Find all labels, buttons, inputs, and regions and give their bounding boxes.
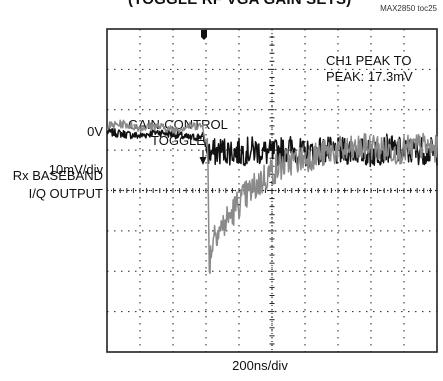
peak-label-line2: PEAK: 17.3mV xyxy=(326,69,413,84)
trace-label-line2: I/Q OUTPUT xyxy=(28,186,103,201)
figure-tag: MAX2850 toc25 xyxy=(380,4,437,13)
peak-label-line1: CH1 PEAK TO xyxy=(326,53,412,68)
time-scale-label: 200ns/div xyxy=(232,358,288,373)
trace-gray xyxy=(106,119,438,275)
trace-black xyxy=(106,127,438,168)
markers xyxy=(199,30,207,165)
traces xyxy=(106,119,438,275)
zero-volt-label: 0V xyxy=(87,124,103,139)
chart-title-fragment: (TOGGLE RF VGA GAIN SETS) xyxy=(128,0,351,8)
grid xyxy=(106,28,438,353)
vertical-scale-label: 10mV/div xyxy=(48,162,103,177)
toggle-arrow-head xyxy=(199,157,207,165)
trace-label-line1: Rx BASEBAND xyxy=(12,168,103,183)
trigger-marker-icon xyxy=(201,30,207,40)
